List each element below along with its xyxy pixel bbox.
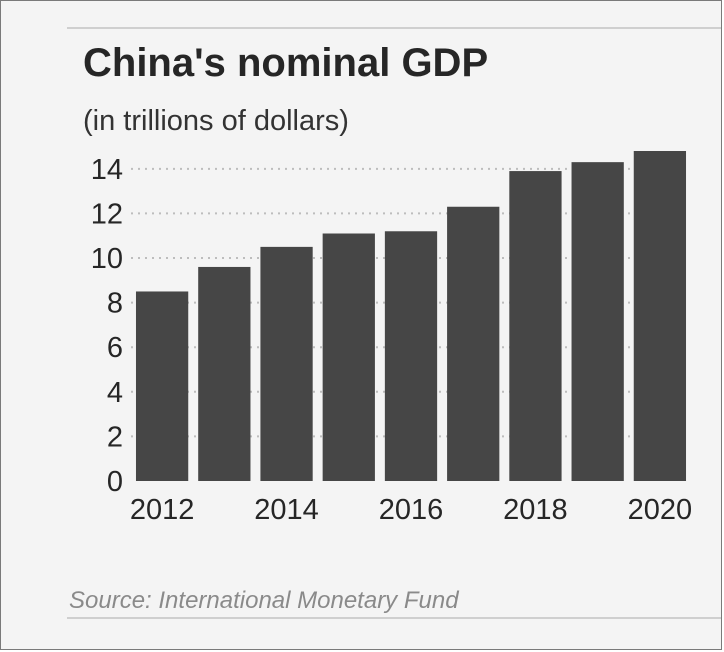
y-tick-label: 4	[107, 377, 123, 409]
x-tick-label: 2016	[379, 494, 444, 526]
bottom-divider	[67, 617, 721, 619]
x-tick-label: 2012	[130, 494, 195, 526]
bar-2018	[509, 171, 562, 481]
y-tick-label: 12	[91, 198, 123, 230]
x-tick-label: 2020	[628, 494, 693, 526]
chart-title: China's nominal GDP	[83, 41, 489, 85]
chart-subtitle: (in trillions of dollars)	[83, 105, 349, 137]
y-tick-label: 10	[91, 243, 123, 275]
x-tick-label: 2018	[503, 494, 568, 526]
x-tick-label: 2014	[254, 494, 319, 526]
source-note: Source: International Monetary Fund	[69, 587, 459, 614]
y-tick-label: 2	[107, 421, 123, 453]
y-tick-label: 14	[91, 154, 123, 186]
bar-2015	[322, 233, 375, 481]
y-tick-label: 0	[107, 466, 123, 498]
bar-2019	[571, 162, 624, 481]
bar-2016	[384, 231, 438, 481]
y-tick-label: 8	[107, 288, 123, 320]
bar-2017	[447, 206, 500, 482]
bar-2014	[260, 246, 313, 481]
bar-2013	[198, 266, 251, 481]
y-tick-label: 6	[107, 332, 123, 364]
bar-2012	[135, 291, 189, 481]
bar-chart: 0 2 4 6 8 10 12 14 2012 2014 2016 2018 2020	[91, 151, 693, 526]
bar-2020	[633, 151, 687, 481]
top-divider	[67, 27, 721, 29]
